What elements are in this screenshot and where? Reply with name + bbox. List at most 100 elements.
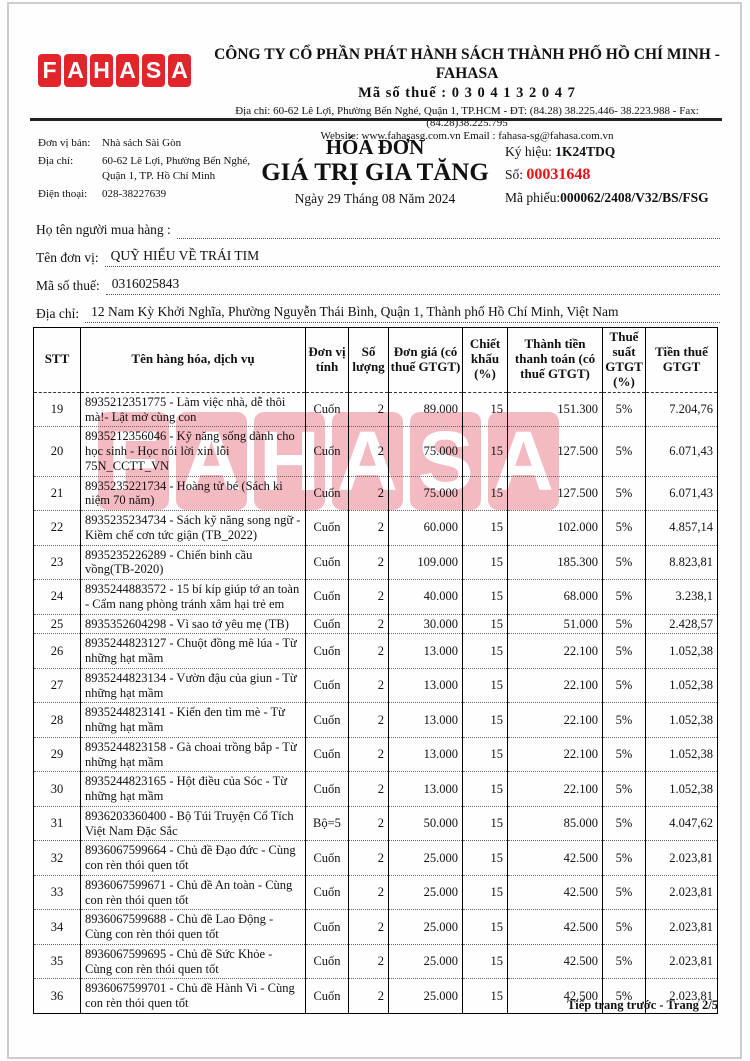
col-header-thue-suat: Thuế suất GTGT (%) (602, 327, 646, 393)
invoice-date: Ngày 29 Tháng 08 Năm 2024 (294, 190, 456, 206)
cell-thanh-tien: 102.000 (507, 510, 603, 546)
cell-don-vi-tinh: Cuốn (305, 702, 349, 738)
cell-chiet-khau: 15 (462, 978, 508, 1014)
buyer-address-value: 12 Nam Kỳ Khởi Nghĩa, Phường Nguyễn Thái… (85, 304, 720, 323)
invoice-serial-block: Ký hiệu: 1K24TDQ Số: 00031648 Mã phiếu:0… (505, 142, 709, 209)
cell-don-vi-tinh: Cuốn (305, 667, 349, 704)
cell-chiet-khau: 15 (462, 771, 508, 807)
cell-tien-thue: 6.071,43 (645, 426, 718, 477)
cell-thanh-tien: 42.500 (507, 978, 603, 1014)
seller-unit-label: Đơn vị bán: (38, 137, 91, 149)
cell-tien-thue: 1.052,38 (645, 771, 718, 807)
buyer-tax-row: Mã số thuế: 0316025843 (36, 276, 720, 295)
table-row: 23 8935235226289 - Chiến binh cầu vồng(TB… (33, 544, 718, 580)
col-header-tien-thue: Tiền thuế GTGT (645, 327, 718, 393)
logo-letter: A (116, 54, 139, 87)
table-row: 32 8936067599664 - Chủ đề Đạo đức - Cùng … (33, 840, 718, 876)
table-row: 26 8935244823127 - Chuột đồng mê lúa - Từ… (33, 633, 718, 669)
serial-label: Ký hiệu: (505, 144, 552, 159)
table-row: 31 8936203360400 - Bộ Túi Truyện Cổ Tích … (33, 805, 718, 842)
table-row: 25 8935352604298 - Vì sao tớ yêu mẹ (TB) C… (33, 613, 718, 635)
cell-thanh-tien: 151.300 (507, 391, 603, 428)
cell-so-luong: 2 (348, 978, 389, 1014)
seller-phone-value: 028-38227639 (102, 187, 167, 200)
cell-don-vi-tinh: Bộ=5 (305, 805, 349, 842)
cell-thue-suat: 5% (602, 909, 646, 945)
cell-chiet-khau: 15 (462, 736, 508, 773)
buyer-address-label: Địa chỉ: (36, 306, 80, 321)
buyer-info: Họ tên người mua hàng : Tên đơn vị: QUỸ … (36, 220, 720, 332)
buyer-tax-value: 0316025843 (105, 276, 720, 295)
cell-thue-suat: 5% (602, 771, 646, 807)
cell-so-luong: 2 (348, 544, 389, 580)
cell-thanh-tien: 42.500 (507, 874, 603, 911)
invoice-number: 00031648 (526, 165, 591, 183)
cell-ten-hang-hoa: 8935244823141 - Kiến đen tìm mè - Từ nhữ… (80, 702, 306, 738)
table-row: 35 8936067599695 - Chủ đề Sức Khỏe - Cùng… (33, 943, 718, 980)
cell-don-vi-tinh: Cuốn (305, 475, 349, 511)
cell-stt: 24 (33, 579, 81, 615)
seller-address-value: 60-62 Lê Lợi, Phường Bến Nghé, Quận 1, T… (102, 154, 251, 182)
invoice-title-line1: HÓA ĐƠN (325, 135, 425, 159)
cell-thanh-tien: 22.100 (507, 633, 603, 669)
cell-chiet-khau: 15 (462, 426, 508, 477)
seller-phone-label: Điện thoại: (38, 187, 88, 200)
cell-thue-suat: 5% (602, 510, 646, 546)
cell-ten-hang-hoa: 8935244823127 - Chuột đồng mê lúa - Từ n… (80, 633, 306, 669)
cell-chiet-khau: 15 (462, 544, 508, 580)
cell-don-vi-tinh: Cuốn (305, 426, 349, 477)
cell-so-luong: 2 (348, 633, 389, 669)
cell-don-gia: 13.000 (388, 771, 463, 807)
cell-thanh-tien: 68.000 (507, 579, 603, 615)
cell-so-luong: 2 (348, 613, 389, 635)
col-header-chiet-khau: Chiết khấu (%) (462, 327, 508, 393)
cell-ten-hang-hoa: 8936067599664 - Chủ đề Đạo đức - Cùng co… (80, 840, 306, 876)
cell-stt: 26 (33, 633, 81, 669)
logo-letter: H (90, 54, 113, 87)
cell-ten-hang-hoa: 8936203360400 - Bộ Túi Truyện Cổ Tích Vi… (80, 805, 306, 842)
cell-tien-thue: 2.023,81 (645, 874, 718, 911)
cell-ten-hang-hoa: 8935212351775 - Làm việc nhà, dễ thôi mà… (80, 391, 306, 428)
cell-thanh-tien: 85.000 (507, 805, 603, 842)
cell-so-luong: 2 (348, 771, 389, 807)
cell-chiet-khau: 15 (462, 633, 508, 669)
cell-thue-suat: 5% (602, 426, 646, 477)
invoice-title-line2: GIÁ TRỊ GIA TĂNG (261, 159, 489, 187)
col-header-stt: STT (33, 327, 81, 393)
table-row: 22 8935235234734 - Sách kỹ năng song ngữ … (33, 510, 718, 546)
cell-so-luong: 2 (348, 840, 389, 876)
cell-chiet-khau: 15 (462, 702, 508, 738)
cell-ten-hang-hoa: 8935235221734 - Hoàng tử bé (Sách ki niệ… (80, 475, 306, 511)
cell-don-gia: 109.000 (388, 544, 463, 580)
table-row: 19 8935212351775 - Làm việc nhà, dễ thôi … (33, 391, 718, 428)
invoice-title: HÓA ĐƠN GIÁ TRỊ GIA TĂNG Ngày 29 Tháng 0… (250, 135, 500, 207)
cell-so-luong: 2 (348, 510, 389, 546)
cell-don-vi-tinh: Cuốn (305, 633, 349, 669)
col-header-ten-hang-hoa: Tên hàng hóa, dịch vụ (80, 327, 306, 393)
cell-thanh-tien: 42.500 (507, 943, 603, 980)
cell-thue-suat: 5% (602, 391, 646, 428)
cell-thue-suat: 5% (602, 544, 646, 580)
cell-don-gia: 25.000 (388, 909, 463, 945)
cell-tien-thue: 2.023,81 (645, 909, 718, 945)
cell-so-luong: 2 (348, 805, 389, 842)
cell-tien-thue: 1.052,38 (645, 736, 718, 773)
cell-chiet-khau: 15 (462, 909, 508, 945)
cell-stt: 27 (33, 667, 81, 704)
code-label: Mã phiếu: (505, 189, 561, 205)
table-row: 30 8935244823165 - Hột điều của Sóc - Từ … (33, 771, 718, 807)
company-name: CÔNG TY CỔ PHẦN PHÁT HÀNH SÁCH THÀNH PHỐ… (214, 46, 720, 82)
cell-so-luong: 2 (348, 909, 389, 945)
cell-tien-thue: 7.204,76 (645, 391, 718, 428)
cell-thue-suat: 5% (602, 840, 646, 876)
cell-so-luong: 2 (348, 736, 389, 773)
table-row: 21 8935235221734 - Hoàng tử bé (Sách ki n… (33, 475, 718, 511)
serial-value: 1K24TDQ (555, 144, 616, 159)
cell-don-gia: 40.000 (388, 579, 463, 615)
cell-don-gia: 25.000 (388, 874, 463, 911)
cell-tien-thue: 1.052,38 (645, 633, 718, 669)
cell-thue-suat: 5% (602, 667, 646, 704)
cell-don-gia: 75.000 (388, 426, 463, 477)
cell-thue-suat: 5% (602, 736, 646, 773)
